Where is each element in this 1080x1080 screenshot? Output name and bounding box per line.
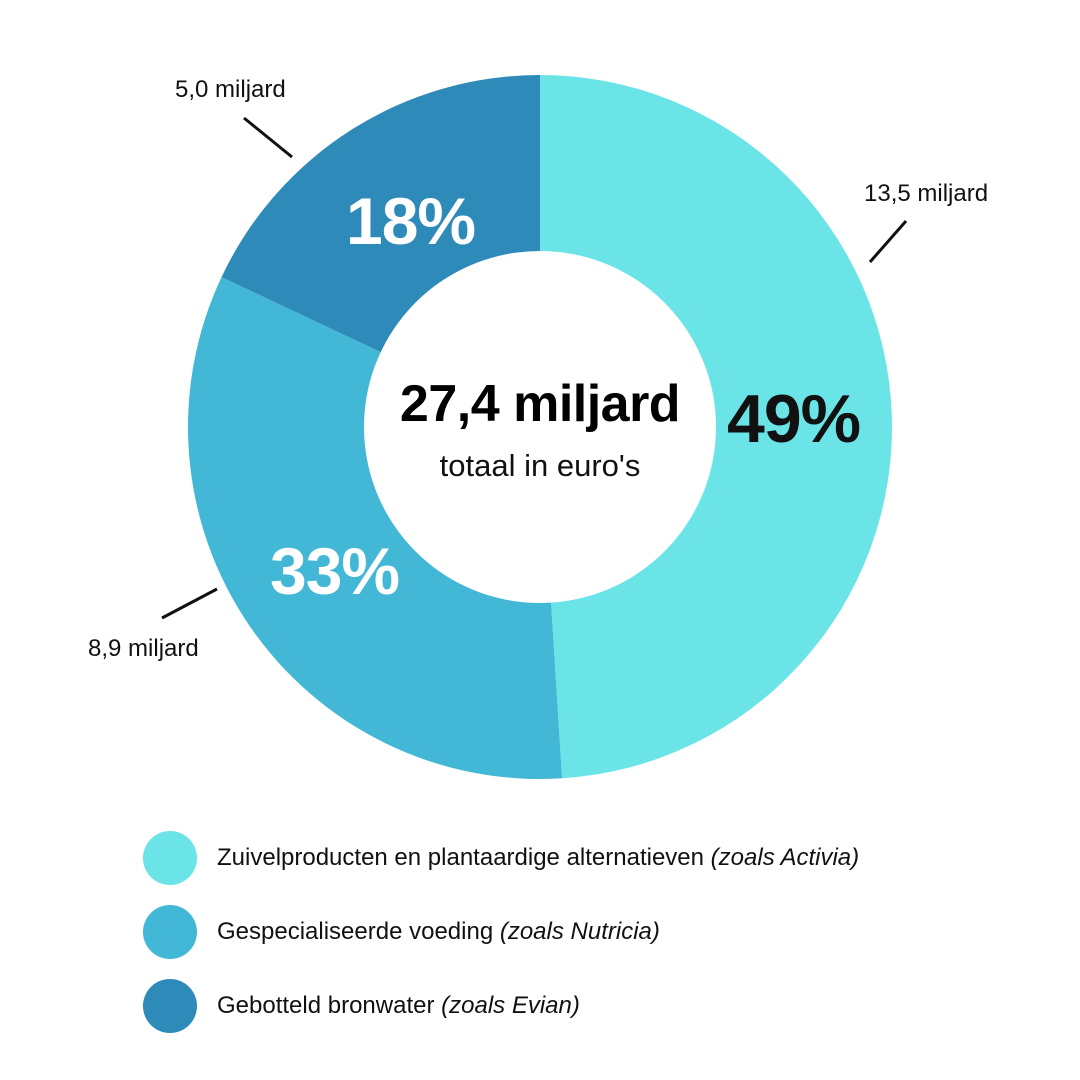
donut-segment-3 <box>221 75 540 353</box>
segment-1-percent: 49% <box>727 381 861 457</box>
legend-label: Gespecialiseerde voeding (zoals Nutricia… <box>217 918 660 945</box>
legend-swatch-nutrition-icon <box>143 905 197 959</box>
legend-item-dairy: Zuivelproducten en plantaardige alternat… <box>143 831 859 885</box>
center-subtitle: totaal in euro's <box>439 448 641 483</box>
callout-lines <box>161 116 908 620</box>
legend-label: Zuivelproducten en plantaardige alternat… <box>217 844 860 871</box>
legend-swatch-water-icon <box>143 979 197 1033</box>
legend-swatch-dairy-icon <box>143 831 197 885</box>
segment-2-value-label: 8,9 miljard <box>88 635 199 662</box>
callout-line-segment-1 <box>868 220 908 263</box>
center-total: 27,4 miljard <box>399 375 681 433</box>
segment-1-value-label: 13,5 miljard <box>864 180 989 207</box>
segment-2-percent: 33% <box>270 534 400 608</box>
legend: Zuivelproducten en plantaardige alternat… <box>143 831 859 1053</box>
donut-segments <box>187 75 893 779</box>
segment-3-percent: 18% <box>346 184 476 258</box>
legend-label: Gebotteld bronwater (zoals Evian) <box>217 992 580 1019</box>
legend-item-bottled-water: Gebotteld bronwater (zoals Evian) <box>143 979 859 1033</box>
callout-line-segment-2 <box>161 587 218 620</box>
donut-segment-1 <box>540 75 893 779</box>
legend-item-specialized-nutrition: Gespecialiseerde voeding (zoals Nutricia… <box>143 905 859 959</box>
donut-segment-2 <box>187 277 563 779</box>
segment-3-value-label: 5,0 miljard <box>175 76 286 103</box>
callout-line-segment-3 <box>243 116 293 159</box>
